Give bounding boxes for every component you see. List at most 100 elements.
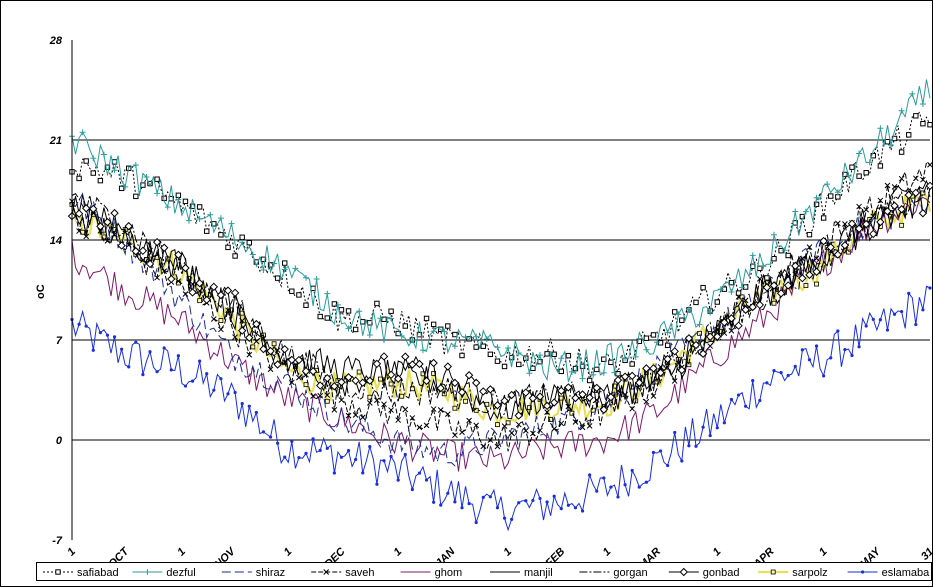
data-point [229, 307, 234, 313]
data-point [760, 263, 767, 270]
data-point [701, 425, 705, 429]
data-point [866, 159, 873, 166]
data-point [233, 390, 237, 395]
data-point [198, 359, 202, 363]
data-point [783, 281, 793, 290]
data-point [526, 370, 533, 377]
data-point [673, 430, 677, 435]
data-point [770, 569, 776, 575]
data-point [758, 398, 762, 403]
data-point [845, 172, 852, 179]
data-point [642, 364, 651, 373]
data-point [623, 483, 627, 487]
data-point [430, 328, 437, 335]
data-point [167, 274, 176, 284]
data-point [317, 313, 323, 320]
data-point [274, 347, 281, 354]
data-point [226, 392, 230, 396]
data-point [892, 312, 897, 316]
data-point [323, 373, 332, 383]
data-point [494, 344, 501, 351]
data-point [339, 455, 344, 459]
data-point [162, 346, 166, 350]
data-point [649, 364, 658, 373]
data-point [806, 244, 813, 250]
data-point [836, 329, 840, 333]
data-point [175, 196, 182, 203]
data-point [744, 404, 748, 408]
legend-label: manjil [524, 567, 553, 579]
data-point [919, 101, 926, 108]
data-point [870, 153, 876, 159]
data-point [913, 113, 919, 119]
data-point [650, 332, 657, 338]
data-point [545, 500, 549, 504]
data-point [813, 201, 820, 208]
data-point [282, 260, 288, 266]
data-point [132, 161, 139, 168]
data-point [630, 468, 634, 473]
data-point [677, 365, 687, 375]
data-point [861, 570, 865, 574]
data-point [538, 496, 542, 501]
data-point [670, 347, 679, 356]
legend-item: manjil [490, 567, 553, 579]
data-point [755, 300, 765, 310]
data-point [330, 382, 339, 391]
data-point [356, 369, 362, 375]
data-point [155, 370, 159, 374]
data-point [861, 219, 871, 229]
data-point [739, 284, 746, 291]
data-point [877, 125, 884, 132]
data-point [636, 338, 642, 344]
data-point [154, 274, 160, 281]
data-point [473, 344, 479, 350]
data-point [261, 430, 266, 434]
legend-item: gorgan [579, 567, 648, 579]
data-point [207, 211, 214, 218]
data-point [359, 414, 366, 421]
data-point [685, 306, 692, 313]
data-point [240, 401, 244, 406]
data-point [620, 372, 630, 381]
data-point [464, 371, 474, 380]
data-point [144, 569, 151, 575]
data-point [835, 194, 841, 200]
data-point [280, 344, 289, 354]
data-point [76, 175, 82, 182]
data-point [487, 437, 494, 443]
data-point [83, 233, 90, 240]
data-point [898, 175, 905, 182]
data-point [505, 344, 512, 351]
data-point [900, 309, 904, 314]
data-point [451, 343, 458, 350]
data-point [297, 455, 301, 460]
data-point [267, 366, 274, 373]
data-point [765, 381, 769, 385]
data-point [318, 448, 322, 452]
data-point [564, 383, 573, 392]
data-point [693, 299, 699, 306]
data-point [756, 276, 763, 282]
data-point [366, 331, 373, 338]
data-point [381, 401, 387, 408]
data-point [381, 316, 387, 322]
data-point [599, 405, 609, 414]
data-point [899, 222, 905, 228]
data-point [283, 455, 287, 459]
data-point [920, 120, 926, 127]
data-point [367, 394, 373, 400]
data-point [572, 365, 579, 372]
data-point [843, 347, 847, 352]
data-point [190, 379, 195, 383]
data-point [398, 332, 405, 339]
data-point [96, 222, 105, 231]
data-point [557, 386, 566, 396]
data-point [296, 292, 302, 298]
data-point [276, 441, 280, 445]
data-point [680, 459, 684, 463]
data-point [781, 247, 788, 254]
data-point [664, 329, 671, 336]
data-point [452, 405, 458, 411]
data-point [586, 423, 593, 429]
